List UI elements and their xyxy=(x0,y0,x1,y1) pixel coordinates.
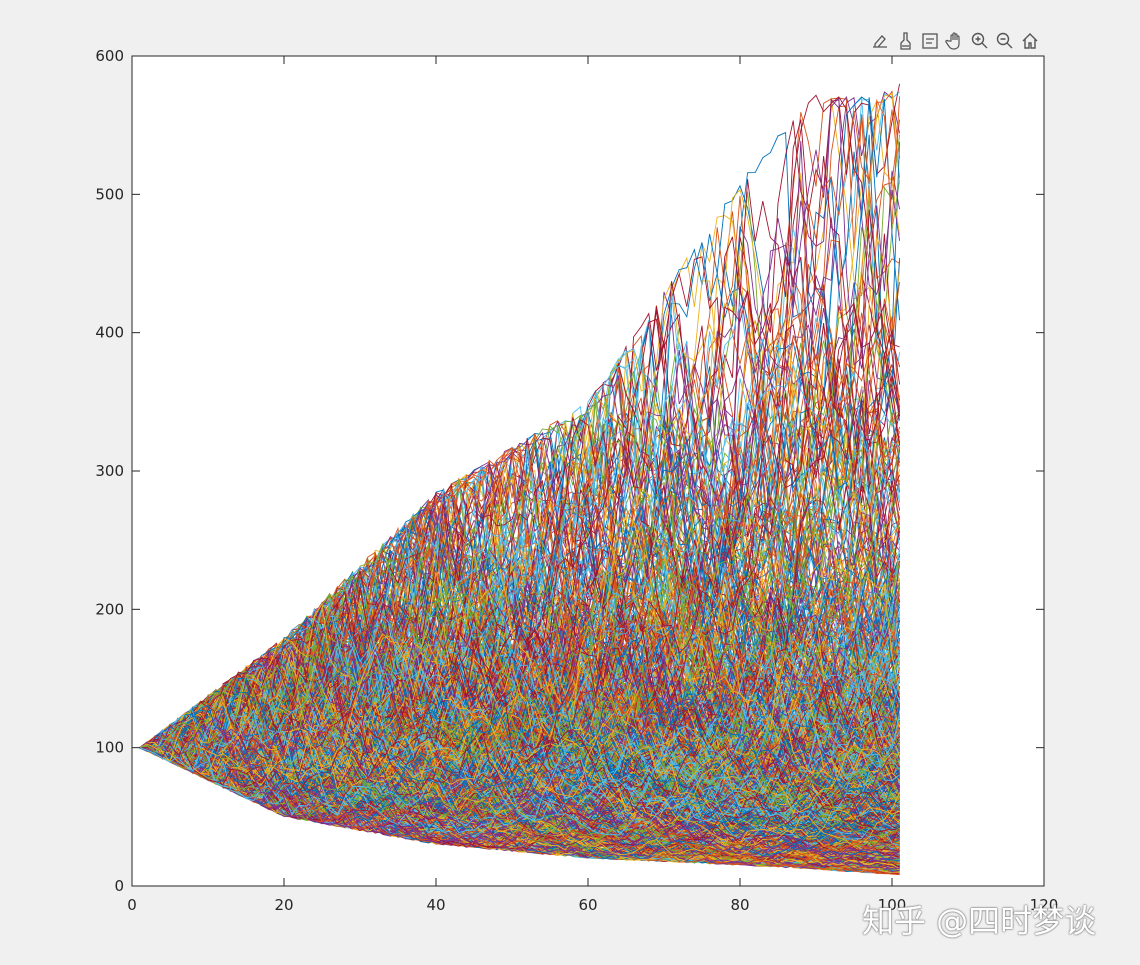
series-line xyxy=(139,634,900,810)
plot-lines xyxy=(139,83,901,876)
series-line xyxy=(139,632,900,814)
series-line xyxy=(139,711,900,855)
zoom-out-button[interactable] xyxy=(993,29,1017,53)
series-line xyxy=(139,664,900,840)
series-line xyxy=(139,692,901,848)
series-line xyxy=(139,433,900,774)
x-axis: 0 20 40 60 80 100 120 xyxy=(127,56,1058,914)
series-line xyxy=(139,478,901,786)
y-tick-label: 600 xyxy=(95,47,124,65)
zoom-out-icon xyxy=(996,32,1013,49)
home-icon xyxy=(1022,33,1038,49)
series-line xyxy=(139,653,900,830)
y-axis: 0 100 200 300 400 500 600 xyxy=(95,47,1044,895)
x-tick-label: 80 xyxy=(730,896,749,914)
x-tick-label: 0 xyxy=(127,896,137,914)
series-line xyxy=(139,475,901,750)
y-tick-label: 400 xyxy=(95,324,124,342)
series-line xyxy=(139,735,900,841)
series-line xyxy=(139,94,901,799)
series-line xyxy=(139,515,900,781)
zoom-in-icon xyxy=(971,32,988,49)
x-tick-label: 20 xyxy=(274,896,293,914)
series-line xyxy=(139,715,900,870)
series-line xyxy=(139,666,900,828)
series-line xyxy=(139,622,900,827)
series-line xyxy=(139,732,900,849)
series-line xyxy=(139,449,901,755)
data-tips-button[interactable] xyxy=(918,29,942,53)
series-line xyxy=(139,560,900,813)
series-line xyxy=(139,706,900,850)
y-tick-label: 300 xyxy=(95,462,124,480)
axes-toolbar xyxy=(868,28,1042,54)
series-line xyxy=(139,614,900,794)
y-tick-label: 0 xyxy=(114,877,124,895)
series-line xyxy=(139,680,900,873)
series-line xyxy=(139,666,900,833)
x-tick-label: 60 xyxy=(578,896,597,914)
series-line xyxy=(139,96,901,821)
x-tick-label: 40 xyxy=(426,896,445,914)
x-tick-label: 120 xyxy=(1030,896,1059,914)
series-line xyxy=(139,738,900,857)
series-line xyxy=(139,670,900,868)
series-line xyxy=(139,710,900,836)
series-line xyxy=(139,677,900,831)
series-line xyxy=(139,673,900,845)
export-button[interactable] xyxy=(868,29,892,53)
series-line xyxy=(139,590,901,815)
brush-button[interactable] xyxy=(893,29,917,53)
series-line xyxy=(139,585,901,806)
zoom-in-button[interactable] xyxy=(968,29,992,53)
x-tick-label: 100 xyxy=(878,896,907,914)
pan-icon xyxy=(945,32,960,50)
series-line xyxy=(139,709,900,854)
home-button[interactable] xyxy=(1018,29,1042,53)
y-tick-label: 500 xyxy=(95,185,124,203)
export-icon xyxy=(873,35,887,48)
series-line xyxy=(139,96,901,810)
y-tick-label: 100 xyxy=(95,739,124,757)
series-line xyxy=(139,691,900,830)
data-tips-icon xyxy=(922,33,938,49)
series-line xyxy=(139,690,900,828)
watermark-text: 知乎 @四时梦谈 xyxy=(862,902,1097,940)
series-line xyxy=(139,669,901,827)
series-line xyxy=(139,616,900,861)
brush-icon xyxy=(900,32,911,50)
y-tick-label: 200 xyxy=(95,600,124,618)
pan-button[interactable] xyxy=(943,29,967,53)
